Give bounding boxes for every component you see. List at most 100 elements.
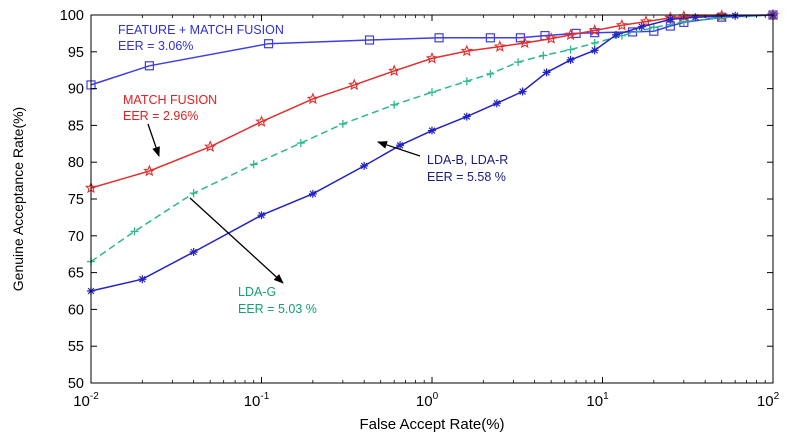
x-axis-label: False Accept Rate(%) xyxy=(359,416,504,433)
x-tick-label: 101 xyxy=(586,391,609,410)
data-point xyxy=(518,87,527,96)
data-point xyxy=(590,38,599,47)
data-point xyxy=(612,30,620,39)
data-point xyxy=(590,28,600,38)
x-tick-exponent: 0 xyxy=(433,391,439,402)
y-tick-label: 80 xyxy=(68,155,84,171)
y-tick-label: 70 xyxy=(68,229,84,245)
y-axis-label: Genuine Acceptance Rate(%) xyxy=(10,107,26,291)
data-point xyxy=(263,39,274,49)
data-point xyxy=(387,64,401,77)
data-point xyxy=(144,61,154,71)
x-tick-label: 10-1 xyxy=(244,391,270,410)
x-tick-label: 10-2 xyxy=(73,391,99,410)
x-tick-exponent: -1 xyxy=(260,391,269,402)
y-tick-label: 90 xyxy=(68,82,84,98)
data-point xyxy=(428,126,436,135)
data-point xyxy=(143,164,156,177)
x-tick-base: 10 xyxy=(757,393,774,410)
data-point xyxy=(564,28,577,41)
data-point xyxy=(308,189,317,198)
data-point xyxy=(542,68,551,77)
y-tick-label: 75 xyxy=(68,192,84,208)
annotation-lda-g-line1: LDA-G xyxy=(238,285,276,299)
y-tick-label: 60 xyxy=(68,302,84,318)
data-point xyxy=(493,40,507,52)
data-point xyxy=(396,141,405,150)
data-point xyxy=(130,227,139,236)
data-point xyxy=(203,140,217,153)
series-2 xyxy=(87,11,777,266)
y-tick-label: 85 xyxy=(68,118,84,134)
data-point xyxy=(189,189,198,198)
data-point xyxy=(138,275,147,284)
x-tick-base: 10 xyxy=(416,393,433,410)
y-tick-label: 95 xyxy=(68,45,84,61)
data-point xyxy=(486,69,495,78)
x-tick-exponent: 2 xyxy=(774,391,780,402)
x-tick-base: 10 xyxy=(244,393,261,410)
data-point xyxy=(255,115,268,128)
plot-frame xyxy=(90,14,774,384)
series-line xyxy=(90,14,774,86)
annotation-match-fusion-line2: EER = 2.96% xyxy=(123,109,198,123)
data-point xyxy=(249,160,258,169)
series-layer xyxy=(84,8,780,295)
data-point xyxy=(390,100,399,109)
annotation-lda-br-line2: EER = 5.58 % xyxy=(427,170,506,184)
y-tick-label: 55 xyxy=(68,339,84,355)
data-point xyxy=(338,119,347,128)
data-point xyxy=(485,33,495,43)
data-point xyxy=(566,45,575,54)
annotation-feature-match-fusion-line2: EER = 3.06% xyxy=(118,39,193,53)
y-tick-label: 65 xyxy=(68,266,84,282)
x-tick-exponent: -2 xyxy=(90,391,99,402)
data-point xyxy=(518,36,531,49)
annotation-lda-br-line1: LDA-B, LDA-R xyxy=(427,153,508,167)
y-tick-label: 100 xyxy=(60,8,84,24)
data-point xyxy=(588,24,601,36)
data-point xyxy=(189,247,198,256)
x-tick-label: 100 xyxy=(416,391,439,410)
data-point xyxy=(615,18,629,31)
x-tick-exponent: 1 xyxy=(603,391,609,402)
annotation-lda-br-arrow xyxy=(377,141,421,157)
data-point xyxy=(428,88,436,97)
data-point xyxy=(434,33,444,43)
data-point xyxy=(539,51,548,60)
data-point xyxy=(666,15,675,24)
x-tick-base: 10 xyxy=(73,393,90,410)
data-point xyxy=(360,161,369,170)
y-tick-label: 50 xyxy=(68,376,84,392)
data-point xyxy=(348,78,361,91)
data-point xyxy=(544,32,558,44)
data-point xyxy=(691,13,700,22)
series-line xyxy=(90,14,774,189)
data-point xyxy=(649,23,658,32)
series-line xyxy=(90,14,774,292)
data-point xyxy=(566,55,575,64)
x-tick-label: 102 xyxy=(757,391,780,410)
series-0 xyxy=(86,10,778,90)
data-point xyxy=(306,92,320,105)
annotation-feature-match-fusion-line1: FEATURE + MATCH FUSION xyxy=(118,23,284,37)
data-point xyxy=(425,51,439,64)
data-point xyxy=(492,99,501,108)
data-point xyxy=(639,15,653,27)
x-tick-base: 10 xyxy=(586,393,603,410)
data-point xyxy=(637,22,646,31)
data-point xyxy=(590,46,599,55)
annotation-match-fusion-line1: MATCH FUSION xyxy=(123,93,217,107)
annotation-match-fusion-arrow xyxy=(147,123,160,157)
data-point xyxy=(296,139,305,148)
data-point xyxy=(514,58,523,67)
annotation-lda-g-line2: EER = 5.03 % xyxy=(238,302,317,316)
data-point xyxy=(462,112,471,121)
data-point xyxy=(460,44,474,57)
data-point xyxy=(257,211,266,220)
data-point xyxy=(364,35,375,45)
data-point xyxy=(462,77,471,86)
annotation-lda-g-arrow xyxy=(189,197,284,284)
